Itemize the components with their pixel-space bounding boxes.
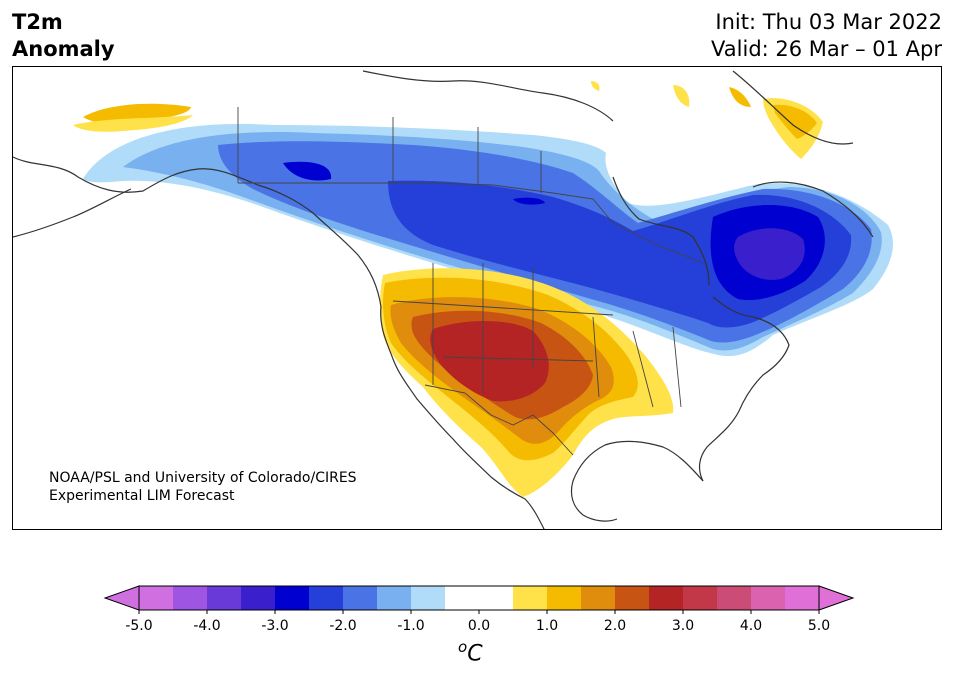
pacific-coastline bbox=[13, 156, 545, 529]
colorbar-segment bbox=[309, 586, 344, 610]
title-anomaly: Anomaly bbox=[12, 37, 115, 61]
colorbar-segment bbox=[513, 586, 548, 610]
colorbar-segment bbox=[207, 586, 242, 610]
map-canvas bbox=[13, 70, 893, 529]
colorbar-segment bbox=[785, 586, 820, 610]
colorbar-segment bbox=[445, 586, 480, 610]
state-line-4 bbox=[392, 300, 614, 316]
colorbar-extend-low bbox=[103, 585, 140, 611]
forecast-dates: Init: Thu 03 Mar 2022 Valid: 26 Mar – 01… bbox=[711, 9, 942, 63]
colorbar-segment bbox=[139, 586, 174, 610]
colorbar-segment bbox=[411, 586, 446, 610]
colorbar-ticks: -5.0 -4.0 -3.0 -2.0 -1.0 0.0 1.0 2.0 3.0 4.0 5.0 bbox=[125, 610, 830, 632]
colorbar-segment bbox=[241, 586, 276, 610]
state-line-7 bbox=[632, 330, 654, 408]
colorbar-tick-label: 5.0 bbox=[808, 618, 830, 632]
greenland-coast bbox=[732, 70, 854, 145]
colorbar-segment bbox=[377, 586, 412, 610]
cold-anomaly-region bbox=[83, 123, 893, 357]
colorbar-segment bbox=[275, 586, 310, 610]
title-variable: T2m bbox=[12, 10, 63, 34]
degree-symbol: o bbox=[458, 638, 468, 656]
colorbar-tick-label: 4.0 bbox=[740, 618, 762, 632]
colorbar-extend-high bbox=[818, 585, 855, 611]
canadian-arctic bbox=[362, 70, 614, 122]
colorbar-segment bbox=[343, 586, 378, 610]
data-credit: NOAA/PSL and University of Colorado/CIRE… bbox=[49, 469, 357, 505]
warm-arctic-3 bbox=[729, 87, 751, 107]
colorbar-segment bbox=[173, 586, 208, 610]
colorbar-segment bbox=[547, 586, 582, 610]
warm-anomaly-region bbox=[73, 81, 823, 497]
colorbar-segment bbox=[717, 586, 752, 610]
cold-band-deep-north bbox=[283, 161, 332, 181]
warm-arctic-5 bbox=[591, 81, 600, 91]
gulf-coast bbox=[570, 440, 704, 522]
political-boundaries bbox=[237, 107, 704, 456]
map-title: T2m Anomaly bbox=[12, 9, 115, 63]
state-line-6 bbox=[592, 316, 600, 398]
colorbar-tick-label: -4.0 bbox=[193, 618, 220, 632]
credit-line-1: NOAA/PSL and University of Colorado/CIRE… bbox=[49, 470, 357, 486]
colorbar-segment bbox=[581, 586, 616, 610]
cold-band-deep-spot bbox=[513, 197, 545, 205]
colorbar-tick-label: 3.0 bbox=[672, 618, 694, 632]
credit-line-2: Experimental LIM Forecast bbox=[49, 488, 235, 504]
canada-us-border bbox=[238, 182, 704, 264]
colorbar-segment bbox=[615, 586, 650, 610]
warm-arctic-2 bbox=[73, 115, 193, 132]
colorbar-tick-label: -2.0 bbox=[329, 618, 356, 632]
colorbar-tick-label: 1.0 bbox=[536, 618, 558, 632]
colorbar-segment bbox=[683, 586, 718, 610]
colorbar-segment bbox=[479, 586, 514, 610]
colorbar-tick-label: -1.0 bbox=[397, 618, 424, 632]
colorbar-tick-label: 0.0 bbox=[468, 618, 490, 632]
hudson-bay bbox=[612, 176, 710, 286]
cold-band-violet bbox=[734, 228, 805, 280]
warm-greenland-core bbox=[773, 104, 817, 139]
colorbar: -5.0 -4.0 -3.0 -2.0 -1.0 0.0 1.0 2.0 3.0 4.0 5.0 bbox=[103, 585, 855, 632]
colorbar-tick-label: -3.0 bbox=[261, 618, 288, 632]
colorbar-segment bbox=[649, 586, 684, 610]
init-date: Init: Thu 03 Mar 2022 bbox=[715, 10, 942, 34]
atlantic-coast bbox=[698, 296, 790, 482]
colorbar-tick-label: -5.0 bbox=[125, 618, 152, 632]
valid-date: Valid: 26 Mar – 01 Apr bbox=[711, 37, 942, 61]
colorbar-segments bbox=[103, 585, 855, 611]
labrador bbox=[752, 181, 874, 238]
anomaly-map bbox=[12, 66, 942, 530]
unit-label: oC bbox=[458, 638, 483, 666]
colorbar-segment bbox=[751, 586, 786, 610]
state-line-5 bbox=[442, 356, 594, 362]
coastlines bbox=[13, 70, 874, 529]
alaska-coast bbox=[13, 188, 132, 238]
unit-letter: C bbox=[467, 641, 483, 667]
warm-band-red bbox=[430, 320, 549, 402]
state-line-8 bbox=[672, 326, 682, 408]
us-mexico-border bbox=[424, 384, 574, 456]
warm-arctic-4 bbox=[673, 85, 690, 107]
warm-arctic-1 bbox=[83, 103, 191, 123]
colorbar-tick-label: 2.0 bbox=[604, 618, 626, 632]
